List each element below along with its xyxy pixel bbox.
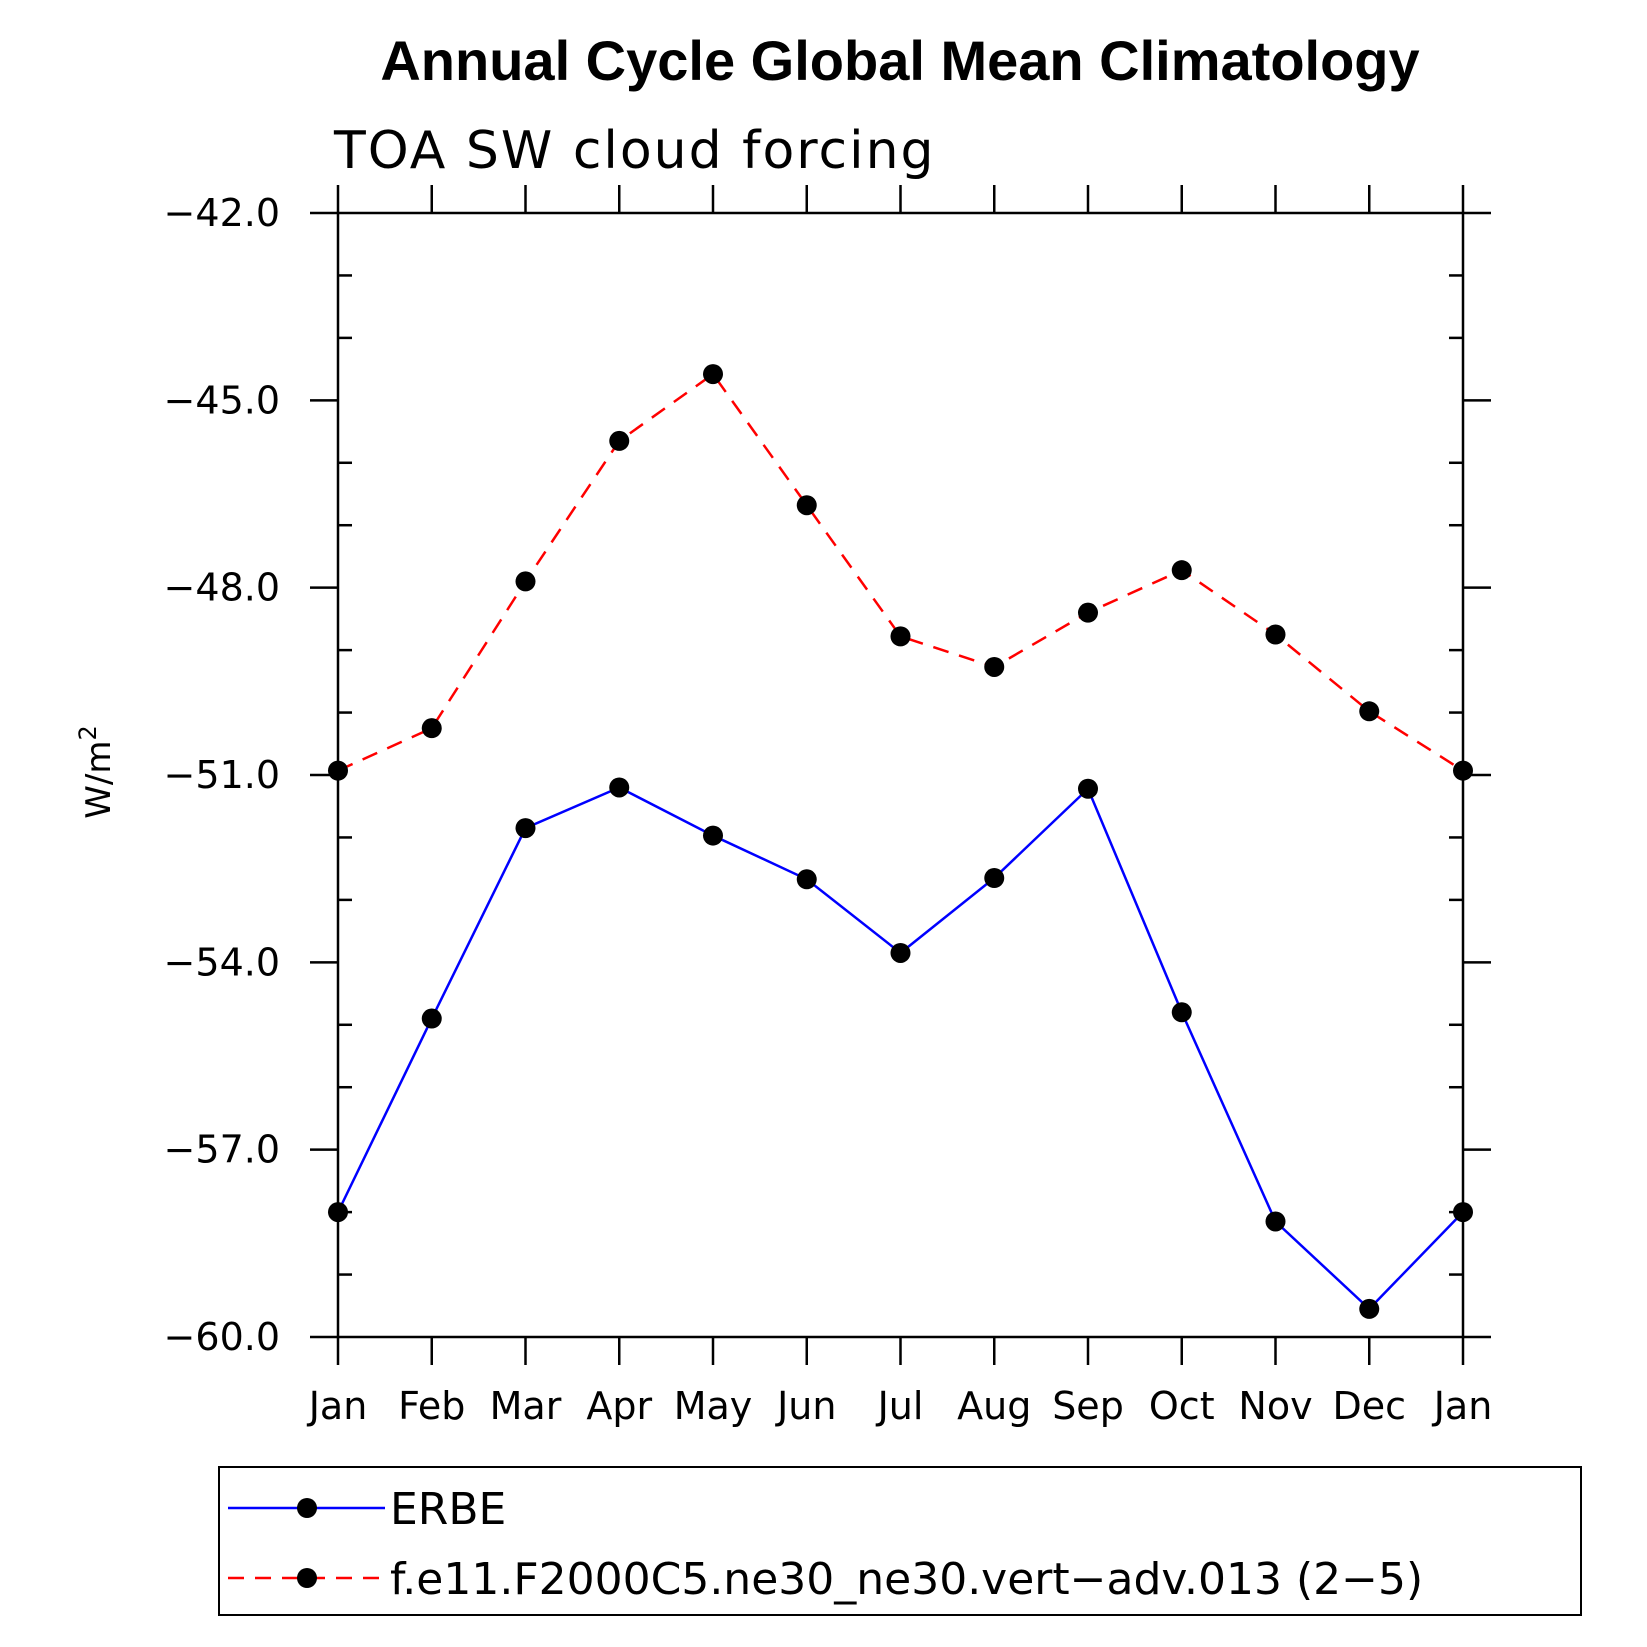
plot-frame — [336, 211, 1465, 1339]
series-line-1 — [336, 786, 1464, 1311]
legend: ERBE f.e11.F2000C5.ne30_ne30.vert−adv.013… — [218, 1466, 1582, 1616]
x-tick-label: Feb — [398, 1384, 465, 1428]
legend-marker-1 — [297, 1498, 317, 1518]
data-point-1 — [328, 1202, 348, 1223]
y-tick-label: −42.0 — [164, 191, 280, 235]
x-tick-labels: Jan Feb Mar Apr May Jun Jul Aug Sep Oct Nov Dec Jan — [307, 1384, 1493, 1428]
y-axis-label-text: W/m — [79, 741, 119, 819]
x-tick-label: Nov — [1238, 1384, 1312, 1428]
x-tick-label: Jan — [307, 1384, 368, 1428]
legend-label-2: f.e11.F2000C5.ne30_ne30.vert−adv.013 (2−… — [390, 1554, 1423, 1605]
data-point-1 — [890, 942, 911, 963]
data-point-1 — [1359, 1298, 1380, 1319]
data-point-2 — [796, 495, 817, 516]
data-point-1 — [796, 869, 817, 890]
data-point-1 — [515, 818, 536, 839]
x-tick-label: Jan — [1432, 1384, 1493, 1428]
x-tick-label: Jul — [876, 1384, 924, 1428]
data-point-1 — [703, 825, 723, 846]
svg-text:W/m2: W/m2 — [74, 725, 119, 818]
x-tick-label: Dec — [1332, 1384, 1406, 1428]
data-point-2 — [328, 760, 348, 781]
data-point-2 — [515, 571, 536, 592]
x-tick-label: Jun — [775, 1384, 836, 1428]
chart-subtitle: TOA SW cloud forcing — [333, 121, 936, 181]
series-line-2 — [337, 372, 1464, 772]
y-tick-labels: −42.0 −45.0 −48.0 −51.0 −54.0 −57.0 −60.0 — [164, 191, 280, 1359]
legend-label-1: ERBE — [390, 1484, 506, 1535]
data-point-2 — [609, 430, 630, 451]
y-tick-label: −45.0 — [164, 378, 280, 422]
data-point-2 — [1078, 602, 1098, 623]
y-axis-label-superscript: 2 — [74, 725, 102, 740]
data-point-1 — [1171, 1002, 1192, 1023]
x-tick-label: Sep — [1052, 1384, 1124, 1428]
y-tick-label: −51.0 — [164, 753, 280, 797]
data-point-2 — [421, 718, 442, 739]
y-tick-label: −60.0 — [164, 1315, 280, 1359]
data-point-1 — [1078, 778, 1098, 799]
data-point-1 — [984, 868, 1005, 889]
data-point-1 — [1453, 1202, 1473, 1223]
y-tick-label: −48.0 — [164, 566, 280, 610]
y-tick-label: −57.0 — [164, 1128, 280, 1172]
x-tick-label: Mar — [490, 1384, 562, 1428]
data-point-1 — [609, 777, 630, 798]
series-lines — [336, 372, 1464, 1311]
x-tick-label: Aug — [957, 1384, 1031, 1428]
series-points — [328, 364, 1473, 1319]
x-tick-label: Apr — [586, 1384, 652, 1428]
data-point-1 — [1265, 1211, 1286, 1232]
data-point-2 — [1453, 760, 1473, 781]
legend-items: ERBE f.e11.F2000C5.ne30_ne30.vert−adv.013… — [228, 1484, 1423, 1605]
chart-title: Annual Cycle Global Mean Climatology — [380, 29, 1419, 92]
x-tick-label: May — [674, 1384, 753, 1428]
y-tick-label: −54.0 — [164, 940, 280, 984]
legend-box — [218, 1466, 1582, 1616]
data-point-2 — [890, 626, 911, 647]
data-point-2 — [1265, 624, 1286, 645]
data-point-2 — [703, 364, 723, 385]
legend-marker-2 — [297, 1568, 317, 1588]
axis-ticks — [310, 185, 1491, 1365]
y-axis-label: W/m2 — [74, 725, 119, 818]
data-point-2 — [1171, 560, 1192, 581]
data-point-1 — [421, 1008, 442, 1029]
data-point-2 — [984, 656, 1005, 677]
data-point-2 — [1359, 701, 1380, 722]
x-tick-label: Oct — [1149, 1384, 1215, 1428]
